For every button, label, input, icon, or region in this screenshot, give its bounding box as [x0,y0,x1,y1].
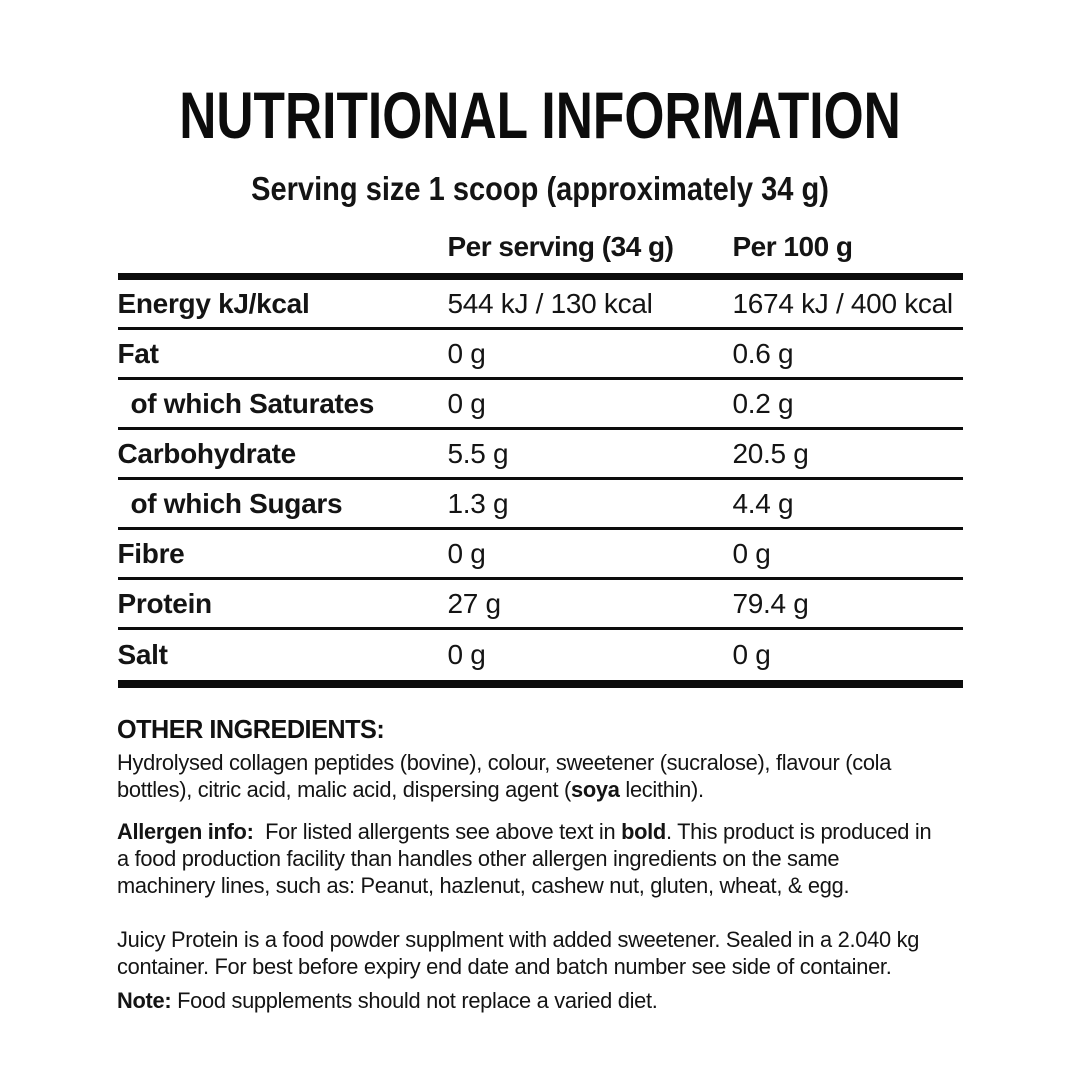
per-serving-value: 0 g [447,639,486,670]
per-serving-value: 0 g [447,337,486,369]
col-header-per-serving: Per serving (34 g) [447,231,674,262]
per-serving-value: 5.5 g [447,437,509,469]
per-serving-value: 27 g [447,587,502,619]
table-row-fat: Fat 0 g 0.6 g [117,330,963,380]
other-ingredients-heading: OTHER INGREDIENTS: [117,714,385,744]
allergen-info-paragraph: Allergen info: For listed allergents see… [117,818,938,899]
table-row-sugars: of which Sugars 1.3 g 4.4 g [117,480,963,530]
per-100g-value: 4.4 g [732,487,794,519]
per-serving-value: 544 kJ / 130 kcal [447,287,653,319]
nutrient-label: Carbohydrate [117,437,297,469]
per-100g-value: 0.6 g [732,337,794,369]
table-header-row: Per serving (34 g) Per 100 g [118,231,963,273]
allergen-line-3: machinery lines, such as: Peanut, hazlen… [117,873,850,898]
table-row-salt: Salt 0 g 0 g [118,630,963,680]
col-header-per-100g: Per 100 g [732,231,854,262]
nutrition-table: Per serving (34 g) Per 100 g Energy kJ/k… [117,231,963,688]
ingredients-line-1: Hydrolysed collagen peptides (bovine), c… [117,750,892,775]
per-100g-value: 1674 kJ / 400 kcal [732,287,954,319]
table-row-saturates: of which Saturates 0 g 0.2 g [117,380,963,430]
per-serving-value: 0 g [447,387,486,419]
allergen-bold-word: bold [621,819,666,844]
note-line: Note: Food supplements should not replac… [117,988,658,1013]
allergen-bold-soya: soya [571,777,620,802]
per-100g-value: 0.2 g [732,387,794,419]
per-100g-value: 20.5 g [732,437,809,469]
table-row-carbohydrate: Carbohydrate 5.5 g 20.5 g [117,430,963,480]
per-100g-value: 0 g [732,537,771,569]
table-row-protein: Protein 27 g 79.4 g [117,580,963,630]
table-rule-top [117,273,963,280]
table-row-energy: Energy kJ/kcal 544 kJ / 130 kcal 1674 kJ… [117,280,963,330]
text-sections: OTHER INGREDIENTS: Hydrolysed collagen p… [117,714,938,1014]
nutrient-label: Energy kJ/kcal [117,287,310,319]
nutrient-label: of which Saturates [130,387,375,419]
allergen-line-1: Allergen info: For listed allergents see… [117,819,932,844]
per-100g-value: 0 g [732,639,771,670]
other-ingredients-paragraph: Hydrolysed collagen peptides (bovine), c… [117,749,938,803]
nutrient-label: Fibre [117,537,185,569]
table-row-fibre: Fibre 0 g 0 g [117,530,963,580]
per-serving-value: 1.3 g [447,487,509,519]
nutrient-label: of which Sugars [130,487,343,519]
product-info-line-1: Juicy Protein is a food powder supplment… [117,927,920,952]
nutrient-label: Salt [117,639,168,670]
note-paragraph: Note: Food supplements should not replac… [117,987,938,1014]
per-100g-value: 79.4 g [732,587,809,619]
product-info-paragraph: Juicy Protein is a food powder supplment… [117,926,938,980]
note-label: Note: [117,988,172,1013]
table-rule-bottom [117,680,963,688]
nutrient-label: Protein [117,587,213,619]
ingredients-line-2: bottles), citric acid, malic acid, dispe… [117,777,704,802]
nutrient-label: Fat [117,337,159,369]
per-serving-value: 0 g [447,537,486,569]
allergen-line-2: a food production facility than handles … [117,846,840,871]
page-title: NUTRITIONAL INFORMATION [179,78,901,152]
serving-size-line: Serving size 1 scoop (approximately 34 g… [251,170,829,207]
product-info-line-2: container. For best before expiry end da… [117,954,892,979]
allergen-info-label: Allergen info: [117,819,254,844]
